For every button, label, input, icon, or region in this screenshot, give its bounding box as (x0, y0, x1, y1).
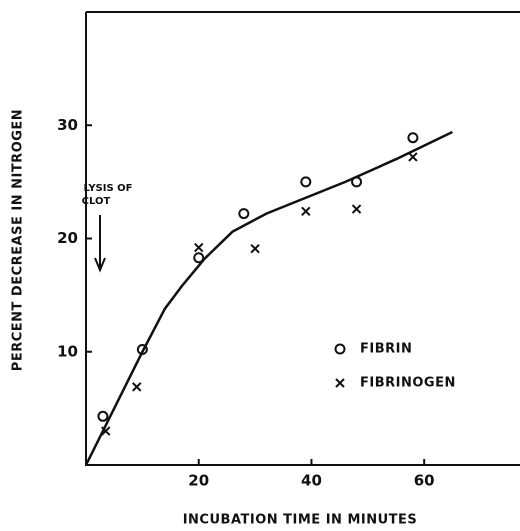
point (301, 206, 311, 217)
y-tick-label: 10 (57, 342, 78, 360)
legend-label: FIBRINOGEN (360, 376, 456, 391)
point (132, 382, 142, 392)
point (300, 176, 312, 188)
point (136, 343, 148, 355)
legend-marker (334, 343, 346, 355)
x-tick-label: 60 (414, 472, 435, 490)
point (250, 243, 260, 254)
fit-curve (84, 130, 453, 466)
point (351, 204, 362, 214)
point (351, 176, 363, 188)
x-tick-label: 40 (301, 472, 322, 490)
legend-marker (335, 378, 345, 388)
y-axis-label: PERCENT DECREASE IN NITROGEN (11, 109, 26, 371)
point (408, 152, 418, 162)
point (101, 426, 111, 436)
point (194, 242, 204, 253)
x-axis-label: INCUBATION TIME IN MINUTES (183, 513, 418, 528)
point (193, 252, 205, 264)
axis-frame (85, 11, 520, 466)
point (97, 410, 109, 422)
point (238, 208, 250, 220)
x-tick-label: 20 (188, 472, 209, 490)
y-tick-label: 30 (57, 116, 78, 134)
annotation: LYSIS OF (84, 183, 133, 194)
y-tick-label: 20 (57, 229, 78, 247)
legend-label: FIBRIN (360, 342, 412, 357)
point (407, 132, 419, 144)
annotation-arrow (94, 215, 106, 273)
annotation: CLOT (82, 196, 111, 207)
